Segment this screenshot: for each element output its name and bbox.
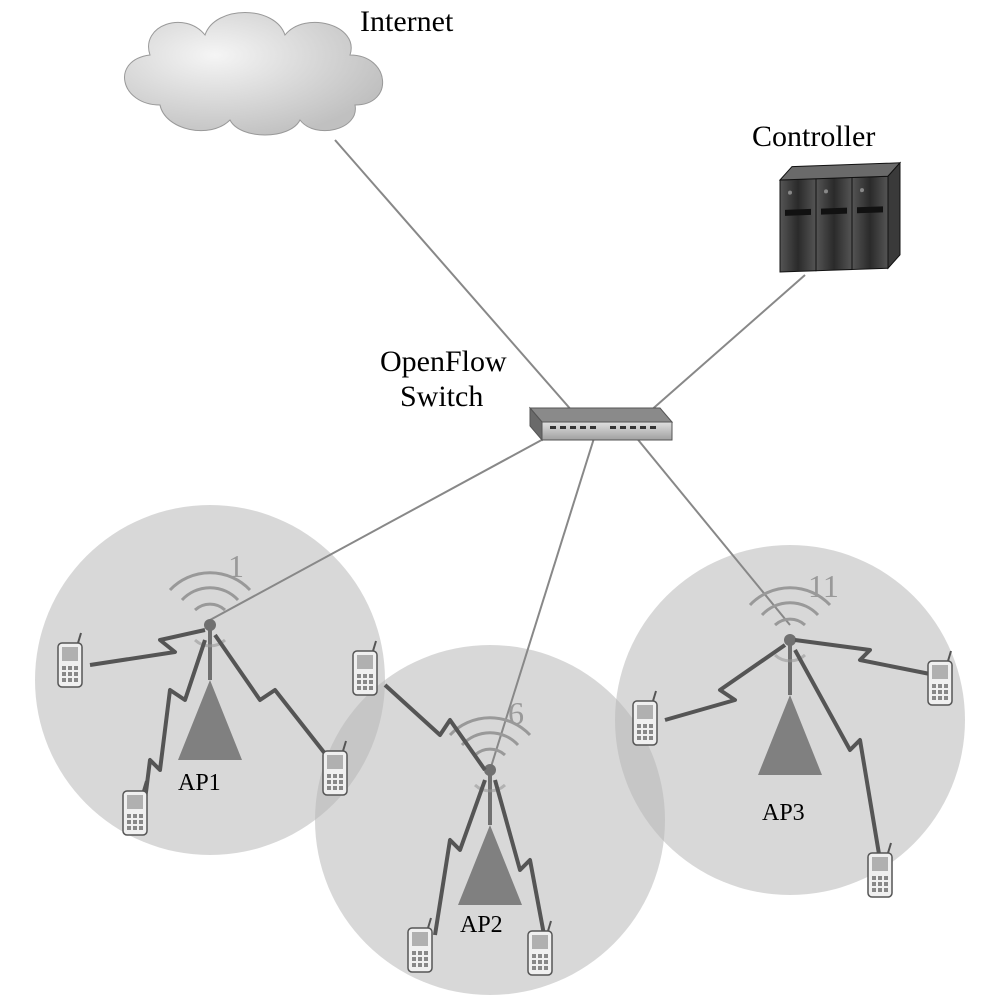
switch-label-1: OpenFlow — [380, 345, 507, 379]
controller-label: Controller — [752, 120, 875, 154]
ap2-label: AP2 — [460, 912, 503, 939]
switch-label-2: Switch — [400, 380, 483, 414]
ap3-label: AP3 — [762, 800, 805, 827]
openflow-switch-icon — [530, 408, 672, 440]
ap1-label: AP1 — [178, 770, 221, 797]
internet-cloud-icon — [125, 13, 383, 136]
channel2-label: 6 — [508, 695, 524, 732]
internet-label: Internet — [360, 5, 453, 39]
channel1-label: 1 — [228, 548, 244, 585]
channel3-label: 11 — [808, 568, 839, 605]
controller-icon — [780, 163, 900, 272]
